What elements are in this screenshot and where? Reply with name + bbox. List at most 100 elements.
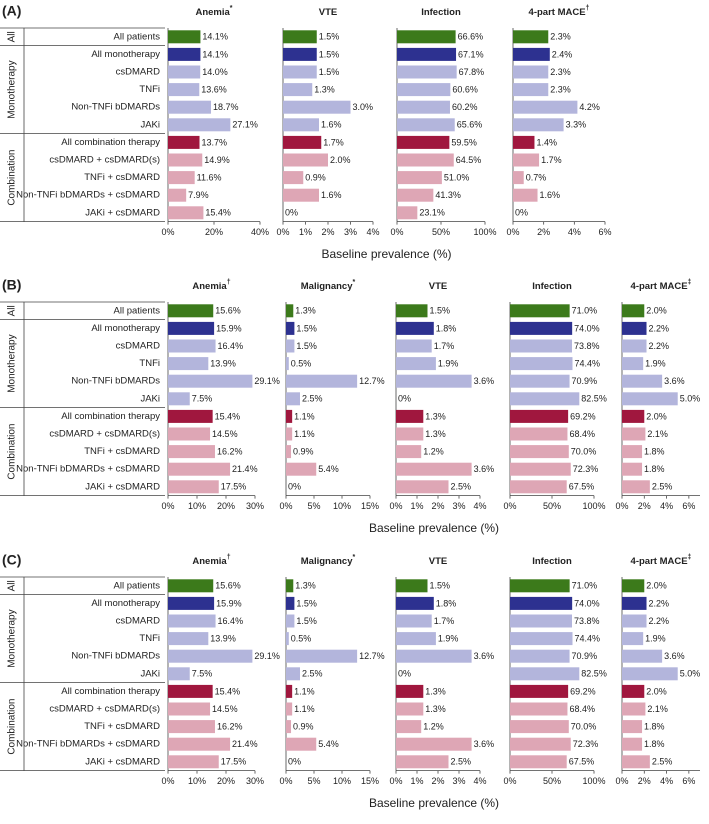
value-label: 67.1% [458, 49, 484, 59]
group-label: All [7, 305, 18, 316]
x-tick-label: 0% [615, 501, 628, 511]
value-label: 1.7% [323, 137, 344, 147]
value-label: 67.5% [569, 482, 595, 492]
bar [168, 392, 190, 406]
bar [622, 667, 678, 681]
bar [168, 339, 216, 353]
bar [396, 304, 428, 318]
value-label: 1.3% [425, 411, 446, 421]
value-label: 0.7% [526, 172, 547, 182]
category-label: csDMARD + csDMARD(s) [49, 155, 160, 166]
value-label: 15.9% [216, 598, 242, 608]
category-label: TNFi [139, 358, 160, 369]
bar [397, 206, 418, 220]
bar [283, 65, 317, 79]
x-tick-label: 3% [452, 776, 465, 786]
value-label: 2.2% [649, 616, 670, 626]
value-label: 3.6% [474, 651, 495, 661]
bar [510, 737, 571, 751]
value-label: 0% [285, 208, 298, 218]
category-label: JAKi [140, 119, 160, 130]
value-label: 0% [398, 394, 411, 404]
bar [510, 480, 567, 494]
bar [283, 171, 304, 185]
category-label: TNFi + csDMARD [84, 721, 160, 732]
value-label: 2.3% [550, 32, 571, 42]
category-label: csDMARD [116, 67, 160, 78]
value-label: 1.5% [296, 616, 317, 626]
x-tick-label: 6% [682, 776, 695, 786]
x-tick-label: 4% [473, 776, 486, 786]
value-label: 16.4% [218, 341, 244, 351]
value-label: 60.2% [452, 102, 478, 112]
bar [168, 171, 195, 185]
x-tick-label: 2% [431, 776, 444, 786]
x-tick-label: 15% [361, 776, 379, 786]
bar [513, 171, 524, 185]
chart-title-text: VTE [429, 556, 447, 567]
value-label: 1.8% [436, 598, 457, 608]
bar [168, 135, 200, 149]
value-label: 1.1% [294, 429, 315, 439]
value-label: 1.8% [644, 446, 665, 456]
x-tick-label: 1% [299, 227, 312, 237]
x-tick-label: 2% [537, 227, 550, 237]
x-tick-label: 50% [432, 227, 450, 237]
x-tick-label: 10% [188, 776, 206, 786]
category-label: csDMARD [116, 341, 160, 352]
value-label: 15.4% [215, 411, 241, 421]
bar [286, 374, 358, 388]
x-tick-label: 0% [161, 501, 174, 511]
bar [286, 304, 294, 318]
bar [396, 596, 434, 610]
bar [510, 596, 573, 610]
bar [168, 737, 231, 751]
value-label: 2.1% [647, 429, 668, 439]
bar [168, 649, 253, 663]
value-label: 1.1% [294, 686, 315, 696]
value-label: 71.0% [572, 306, 598, 316]
value-label: 2.2% [649, 341, 670, 351]
bar [510, 339, 572, 353]
value-label: 5.0% [680, 394, 701, 404]
x-tick-label: 100% [582, 776, 605, 786]
group-label: Monotherapy [7, 609, 18, 667]
bar [286, 596, 295, 610]
x-tick-label: 1% [410, 501, 423, 511]
chart-title-text: Infection [532, 281, 572, 292]
bar [513, 153, 540, 167]
value-label: 41.3% [435, 190, 461, 200]
bar [168, 30, 201, 44]
bar [286, 684, 293, 698]
value-label: 2.4% [552, 49, 573, 59]
bar [513, 65, 549, 79]
category-label: csDMARD + csDMARD(s) [49, 704, 160, 715]
bar [286, 720, 292, 734]
chart-title-text: VTE [319, 7, 337, 18]
category-label: Non-TNFi bDMARDs + csDMARD [16, 464, 160, 475]
category-label: All combination therapy [61, 686, 160, 697]
value-label: 14.0% [202, 67, 228, 77]
group-label: All [7, 31, 18, 42]
x-tick-label: 6% [682, 501, 695, 511]
value-label: 2.1% [647, 704, 668, 714]
value-label: 1.6% [540, 190, 561, 200]
bar [622, 445, 643, 459]
bar [168, 321, 215, 335]
bar [168, 596, 215, 610]
value-label: 3.6% [474, 739, 495, 749]
x-tick-label: 50% [543, 501, 561, 511]
value-label: 70.0% [571, 446, 597, 456]
bar [513, 118, 564, 132]
value-label: 72.3% [573, 739, 599, 749]
value-label: 15.6% [215, 306, 241, 316]
chart-title: Anemia* [195, 5, 232, 18]
bar [168, 445, 215, 459]
bar [168, 702, 211, 716]
value-label: 21.4% [232, 739, 258, 749]
category-label: All monotherapy [91, 49, 160, 60]
category-label: Non-TNFi bDMARDs [71, 102, 160, 113]
bar [286, 667, 300, 681]
bar [510, 409, 569, 423]
